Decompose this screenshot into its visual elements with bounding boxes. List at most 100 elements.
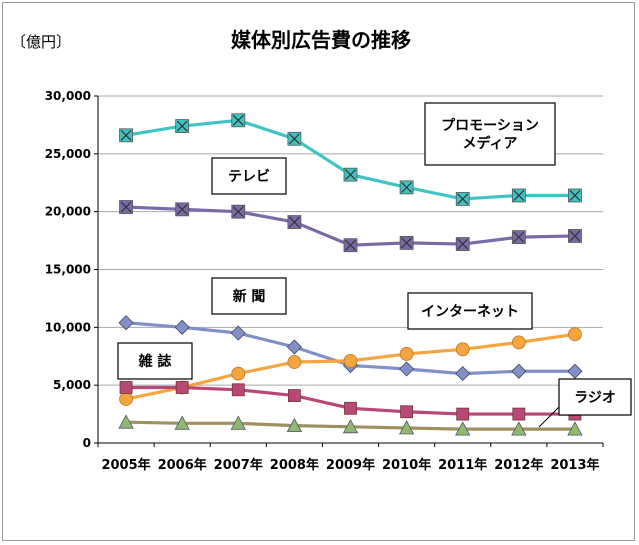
data-point <box>174 319 190 335</box>
data-point-cross <box>120 129 132 141</box>
series-label-text: ラジオ <box>574 390 616 406</box>
series-インターネット <box>119 327 582 406</box>
unit-label: 〔億円〕 <box>11 33 71 51</box>
series-label-text: 雑 誌 <box>138 353 172 370</box>
y-tick-label: 15,000 <box>45 263 91 277</box>
data-point <box>286 417 303 433</box>
x-tick-label: 2009年 <box>326 457 375 473</box>
data-point-cross <box>569 190 581 201</box>
series-label-text: 新 聞 <box>233 288 266 305</box>
y-axis: 0 5,000 10,000 15,000 20,000 25,000 30,000 <box>45 89 99 450</box>
series-label-インターネット: インターネット <box>407 292 533 330</box>
data-point <box>230 415 246 430</box>
data-point-cross <box>569 230 581 242</box>
data-point <box>342 418 359 434</box>
data-point-cross <box>513 231 525 243</box>
series-プロモーションメディア <box>119 113 582 206</box>
data-point-cross <box>176 203 188 215</box>
data-point <box>287 389 301 402</box>
y-tick-label: 20,000 <box>45 205 91 219</box>
x-tick-label: 2012年 <box>494 457 543 473</box>
data-point-cross <box>345 169 356 181</box>
data-point <box>455 342 470 357</box>
data-point-cross <box>345 239 356 251</box>
label-box <box>117 342 193 380</box>
x-tick-label: 2006年 <box>158 457 207 473</box>
series-label-text: インターネット <box>421 304 519 320</box>
x-tick-label: 2008年 <box>270 457 319 473</box>
y-tick-label: 10,000 <box>45 320 91 334</box>
label-box <box>211 157 287 195</box>
series-雑誌 <box>119 381 582 421</box>
label-box <box>211 277 287 315</box>
data-point-cross <box>401 181 413 193</box>
data-point-cross <box>120 201 132 213</box>
data-point <box>343 353 358 368</box>
data-point <box>118 315 134 331</box>
chart-title: 媒体別広告費の推移 <box>231 28 411 52</box>
data-point <box>230 325 246 341</box>
series-group <box>118 113 583 436</box>
x-tick-label: 2005年 <box>101 457 150 473</box>
x-tick-label: 2013年 <box>550 457 599 473</box>
data-point <box>231 383 245 397</box>
chart-frame: 〔億円〕 媒体別広告費の推移 0 5,000 10,000 15,000 20,000 2… <box>2 2 635 541</box>
data-point <box>118 414 134 429</box>
series-label-新聞: 新 聞 <box>211 277 287 315</box>
data-point <box>511 421 527 436</box>
x-tick-label: 2010年 <box>382 457 431 473</box>
data-point-cross <box>288 216 300 228</box>
data-point <box>568 327 582 342</box>
data-point <box>175 381 189 394</box>
x-tick-label: 2007年 <box>214 457 263 473</box>
data-point <box>231 366 246 381</box>
series-label-雑誌: 雑 誌 <box>117 342 193 380</box>
data-point <box>456 407 470 421</box>
y-tick-label: 5,000 <box>53 378 91 392</box>
data-point <box>286 339 302 355</box>
label-box <box>424 102 556 166</box>
data-point-cross <box>176 120 188 132</box>
data-point <box>119 392 133 406</box>
data-point <box>455 421 471 436</box>
data-point <box>400 405 414 419</box>
x-axis: 2005年 2006年 2007年 2008年 2009年 2010年 2011年 2012年… <box>97 442 604 473</box>
data-point <box>511 335 526 350</box>
data-point <box>287 355 302 369</box>
y-tick-label: 0 <box>83 436 91 450</box>
line-chart: 〔億円〕 媒体別広告費の推移 0 5,000 10,000 15,000 20,000 2… <box>11 28 632 473</box>
label-box <box>558 378 632 416</box>
data-point-cross <box>232 114 244 126</box>
data-point <box>511 363 527 379</box>
y-tick-label: 30,000 <box>45 89 91 103</box>
series-ラジオ <box>118 414 583 436</box>
series-label-ラジオ: ラジオ <box>558 378 632 416</box>
series-label-テレビ: テレビ <box>211 157 287 195</box>
data-point-cross <box>457 238 469 250</box>
data-point <box>512 407 526 421</box>
series-テレビ <box>119 200 582 253</box>
data-point-cross <box>513 190 525 201</box>
data-point <box>567 421 583 436</box>
radio-leader-line <box>538 406 560 428</box>
data-point <box>455 366 471 382</box>
data-point-cross <box>401 237 413 249</box>
series-label-text: テレビ <box>228 169 270 185</box>
data-point-cross <box>457 193 469 205</box>
data-point-cross <box>232 206 244 218</box>
data-point <box>174 415 190 430</box>
data-point <box>119 381 133 394</box>
data-point <box>344 401 357 415</box>
series-label-text: メディア <box>462 135 517 152</box>
data-point <box>399 361 415 377</box>
data-point <box>398 420 415 435</box>
label-box <box>407 292 533 330</box>
y-tick-label: 25,000 <box>45 147 91 161</box>
data-point-cross <box>288 133 300 145</box>
series-label-text: プロモーション <box>441 118 539 134</box>
x-tick-label: 2011年 <box>438 457 487 473</box>
data-point <box>567 363 583 379</box>
data-point <box>399 347 414 361</box>
